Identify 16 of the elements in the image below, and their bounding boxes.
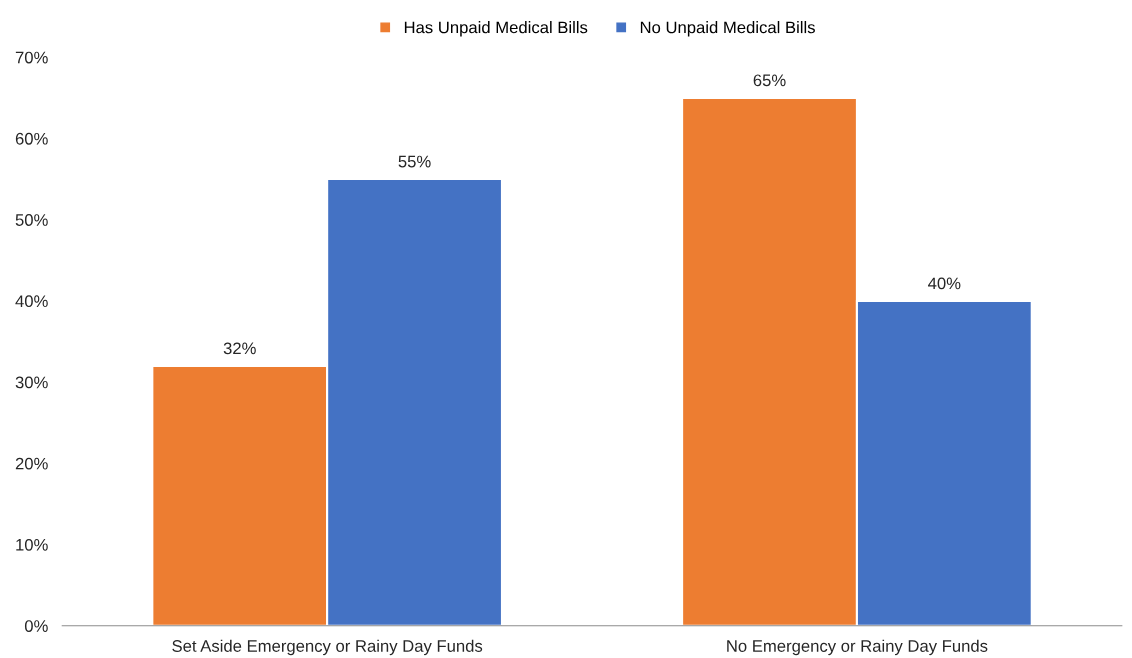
data-label: 40% (928, 277, 961, 290)
x-tick-label: Set Aside Emergency or Rainy Day Funds (172, 639, 483, 656)
legend-label: Has Unpaid Medical Bills (404, 21, 588, 37)
y-tick-label: 30% (15, 376, 48, 389)
y-tick-label: 20% (15, 457, 48, 470)
data-label: 65% (753, 74, 786, 87)
y-tick-label: 40% (15, 295, 48, 308)
data-label: 32% (223, 342, 256, 355)
y-tick-label: 0% (24, 620, 48, 632)
legend-label: No Unpaid Medical Bills (640, 21, 815, 37)
x-tick-label: No Emergency or Rainy Day Funds (727, 639, 988, 656)
y-tick-label: 50% (15, 214, 48, 226)
y-tick-label: 60% (15, 132, 48, 145)
y-tick-label: 10% (16, 538, 48, 551)
y-tick-label: 70% (15, 51, 48, 64)
data-label: 55% (398, 155, 431, 168)
